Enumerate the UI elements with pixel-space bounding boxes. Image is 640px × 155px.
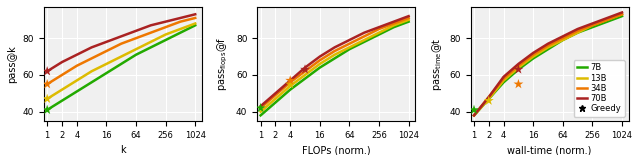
Point — [285, 83, 295, 85]
Point — [513, 83, 524, 85]
Point — [513, 68, 524, 71]
Point — [42, 98, 52, 100]
Point — [42, 70, 52, 73]
Point — [469, 109, 479, 111]
Point — [300, 68, 310, 71]
Point — [285, 79, 295, 82]
X-axis label: FLOPs (norm.): FLOPs (norm.) — [302, 145, 371, 155]
X-axis label: wall-time (norm.): wall-time (norm.) — [508, 145, 592, 155]
X-axis label: k: k — [120, 145, 125, 155]
Legend: 7B, 13B, 34B, 70B, Greedy: 7B, 13B, 34B, 70B, Greedy — [574, 60, 625, 117]
Point — [255, 107, 266, 109]
Y-axis label: pass@k: pass@k — [7, 45, 17, 83]
Point — [42, 83, 52, 85]
Point — [484, 100, 494, 102]
Y-axis label: pass$_{\rm time}$@t: pass$_{\rm time}$@t — [430, 37, 444, 91]
Y-axis label: pass$_{\rm flops}$@f: pass$_{\rm flops}$@f — [216, 37, 230, 91]
Point — [42, 109, 52, 111]
